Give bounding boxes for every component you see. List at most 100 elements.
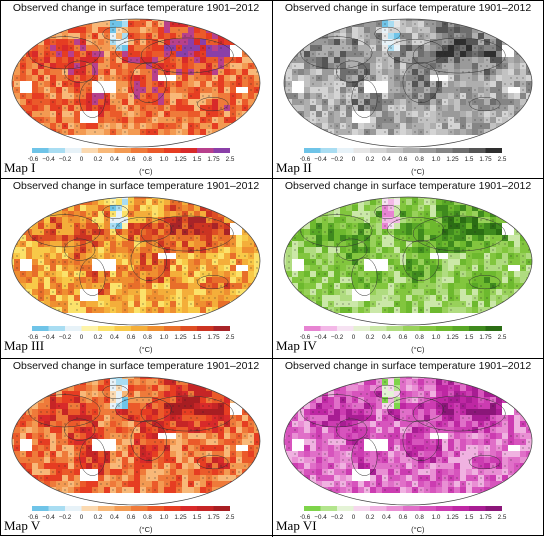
colorbar-segment — [321, 148, 338, 153]
colorbar-tick-label: 0.2 — [94, 514, 103, 521]
colorbar-segment — [197, 506, 214, 511]
colorbar: −0.6−0.4−0.200.20.40.60.81.01.251.51.752… — [300, 506, 540, 536]
colorbar-segment — [214, 326, 231, 331]
colorbar-segment — [436, 148, 453, 153]
colorbar-tick-label: 0.6 — [127, 156, 136, 163]
colorbar-tick-label: 1.0 — [432, 156, 441, 163]
colorbar-tick-label: −0.2 — [59, 334, 72, 341]
colorbar-tick-label: 0.4 — [110, 514, 119, 521]
colorbar-tick-label: 1.0 — [160, 514, 169, 521]
colorbar-tick-label: 2.5 — [498, 514, 507, 521]
colorbar-tick-label: 0.2 — [366, 514, 375, 521]
colorbar-segment — [486, 148, 503, 153]
colorbar-tick-label: 1.5 — [193, 514, 202, 521]
colorbar-tick-label: 1.25 — [446, 514, 459, 521]
colorbar: −0.6−0.4−0.200.20.40.60.81.01.251.51.752… — [300, 148, 540, 178]
colorbar-segment — [420, 148, 437, 153]
colorbar-tick-label: 1.75 — [207, 514, 220, 521]
colorbar-tick-label: 1.5 — [193, 334, 202, 341]
colorbar-segment — [115, 326, 132, 331]
colorbar-segment — [453, 506, 470, 511]
colorbar-segment — [98, 326, 115, 331]
colorbar-tick-label: 1.5 — [465, 156, 474, 163]
map-title: Observed change in surface temperature 1… — [0, 360, 272, 372]
colorbar-tick-label: 1.0 — [160, 156, 169, 163]
map-panel-2: Observed change in surface temperature 1… — [272, 0, 543, 177]
colorbar-tick-label: 0 — [352, 514, 356, 521]
colorbar-tick-label: −0.2 — [59, 514, 72, 521]
colorbar-segment — [453, 326, 470, 331]
colorbar-tick-label: −0.2 — [331, 334, 344, 341]
colorbar-segment — [181, 506, 198, 511]
colorbar-segment — [370, 506, 387, 511]
colorbar-segment — [403, 326, 420, 331]
colorbar: −0.6−0.4−0.200.20.40.60.81.01.251.51.752… — [28, 148, 268, 178]
colorbar-tick-label: 0.6 — [127, 334, 136, 341]
colorbar-segment — [65, 326, 82, 331]
colorbar-segment — [370, 148, 387, 153]
colorbar-tick-label: 0 — [352, 156, 356, 163]
colorbar-tick-label: 1.5 — [465, 334, 474, 341]
map-label: Map I — [4, 160, 35, 176]
map-cells — [8, 15, 264, 135]
colorbar-tick-label: 0.4 — [110, 334, 119, 341]
colorbar-tick-label: 0.4 — [382, 514, 391, 521]
colorbar-segment — [354, 148, 371, 153]
colorbar-segment — [321, 506, 338, 511]
colorbar-segment — [436, 506, 453, 511]
map-panel-5: Observed change in surface temperature 1… — [0, 358, 271, 535]
colorbar-tick-label: 1.25 — [446, 156, 459, 163]
colorbar-tick-label: 2.5 — [226, 156, 235, 163]
map-label: Map III — [4, 338, 44, 354]
map-label: Map IV — [276, 338, 317, 354]
colorbar-segment — [65, 148, 82, 153]
map-label: Map VI — [276, 518, 317, 534]
colorbar-segment — [148, 326, 165, 331]
colorbar-segment — [420, 326, 437, 331]
colorbar-segment — [49, 506, 66, 511]
colorbar-tick-label: −0.2 — [331, 514, 344, 521]
colorbar-segment — [131, 506, 148, 511]
map-title: Observed change in surface temperature 1… — [272, 180, 544, 192]
colorbar-segment — [387, 506, 404, 511]
colorbar-segment — [304, 148, 321, 153]
colorbar-tick-label: 1.75 — [479, 334, 492, 341]
colorbar-tick-label: 2.5 — [226, 514, 235, 521]
colorbar-tick-label: −0.2 — [59, 156, 72, 163]
colorbar-tick-label: 1.25 — [446, 334, 459, 341]
colorbar-segment — [321, 326, 338, 331]
colorbar-tick-label: 0.8 — [415, 156, 424, 163]
colorbar-segment — [82, 326, 99, 331]
map-title: Observed change in surface temperature 1… — [272, 2, 544, 14]
colorbar-segment — [370, 326, 387, 331]
map-label: Map V — [4, 518, 40, 534]
colorbar-segment — [354, 506, 371, 511]
colorbar-tick-label: −0.4 — [42, 514, 55, 521]
colorbar-segment — [469, 326, 486, 331]
colorbar-tick-label: −0.4 — [42, 334, 55, 341]
colorbar-segment — [98, 148, 115, 153]
colorbar-segment — [197, 326, 214, 331]
colorbar-segment — [65, 506, 82, 511]
colorbar-tick-label: −0.4 — [314, 156, 327, 163]
map-cells — [280, 193, 536, 313]
colorbar-segment — [181, 326, 198, 331]
colorbar-tick-label: 1.0 — [160, 334, 169, 341]
colorbar-segment — [354, 326, 371, 331]
colorbar-segment — [403, 506, 420, 511]
colorbar-segment — [164, 148, 181, 153]
colorbar-tick-label: 0.2 — [94, 334, 103, 341]
colorbar-tick-label: 0.6 — [399, 514, 408, 521]
temperature-map — [280, 193, 536, 328]
colorbar-segment — [486, 506, 503, 511]
colorbar-tick-label: 1.0 — [432, 334, 441, 341]
map-panel-3: Observed change in surface temperature 1… — [0, 178, 271, 355]
colorbar-tick-label: 0.8 — [143, 514, 152, 521]
colorbar-tick-label: 0.6 — [127, 514, 136, 521]
colorbar-tick-label: 1.75 — [207, 334, 220, 341]
map-cells — [8, 193, 264, 313]
colorbar-tick-label: 1.25 — [174, 334, 187, 341]
map-panel-1: Observed change in surface temperature 1… — [0, 0, 271, 177]
colorbar-segment — [49, 326, 66, 331]
colorbar-tick-label: 0.8 — [415, 514, 424, 521]
